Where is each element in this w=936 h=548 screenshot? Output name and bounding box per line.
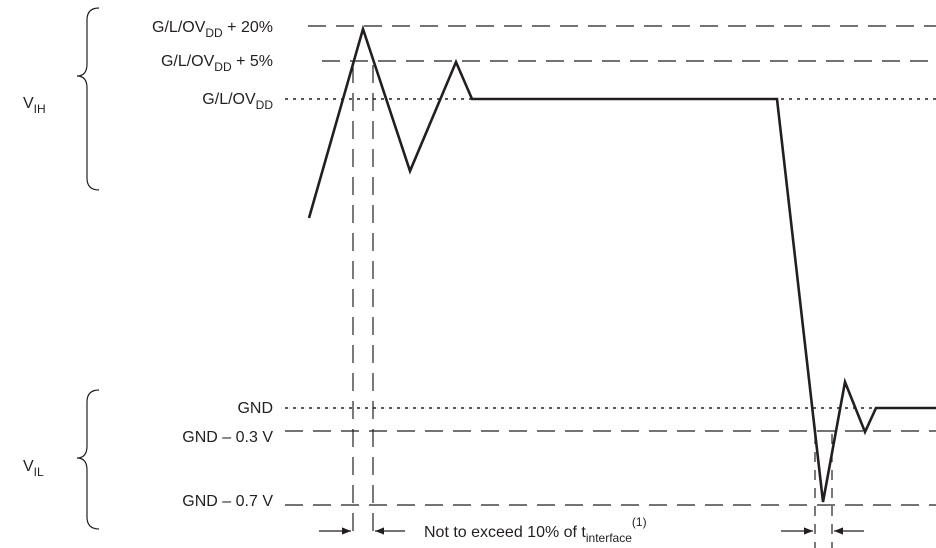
vih-label: VIH (23, 95, 46, 116)
level-label-plus5: G/L/OVDD + 5% (161, 53, 273, 74)
level-label-plus20: G/L/OVDD + 20% (152, 19, 273, 40)
vil-brace (76, 389, 100, 530)
interface-duration-note: Not to exceed 10% of tinterface(1) (424, 515, 647, 545)
level-label-gnd: GND (237, 400, 273, 417)
level-label-gnd-minus-0-3v: GND – 0.3 V (182, 429, 273, 446)
vil-label: VIL (23, 458, 44, 479)
vih-brace (76, 7, 100, 191)
level-label-nominal: G/L/OVDD (202, 91, 273, 112)
signal-waveform (307, 24, 936, 503)
level-label-gnd-minus-0-7v: GND – 0.7 V (182, 493, 273, 510)
